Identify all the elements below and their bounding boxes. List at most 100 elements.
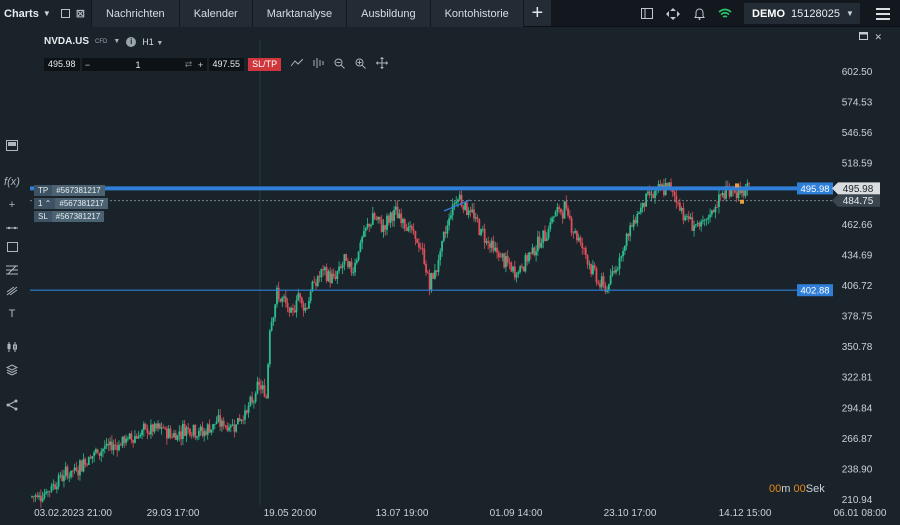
candle-body: [359, 242, 362, 252]
tab-nachrichten[interactable]: Nachrichten: [90, 0, 179, 27]
sltp-button[interactable]: SL/TP: [248, 58, 282, 71]
candle-body: [272, 317, 275, 323]
candle-body: [432, 273, 435, 279]
candle-body: [632, 219, 635, 227]
tp-order-badge[interactable]: TP #567381217: [34, 185, 105, 196]
candle-body: [616, 268, 619, 270]
chart-window-icon[interactable]: [4, 140, 20, 156]
plus-icon[interactable]: +: [197, 59, 204, 70]
pan-icon[interactable]: [376, 57, 389, 72]
line-chart-icon[interactable]: [290, 58, 304, 70]
timeframe-selector[interactable]: H1 ▼: [142, 36, 164, 47]
candle-body: [345, 254, 348, 261]
tab-kalender[interactable]: Kalender: [178, 0, 252, 27]
indicator-icon[interactable]: f(x): [4, 176, 20, 188]
candle-body: [52, 484, 55, 487]
candle-body: [206, 424, 209, 435]
last-candle-marker: [735, 183, 739, 188]
candle-body: [279, 298, 282, 302]
close-icon[interactable]: ⊠: [75, 8, 85, 20]
candle-body: [620, 256, 623, 258]
candle-body: [435, 270, 438, 272]
tab-label: Nachrichten: [105, 7, 165, 20]
candle-body: [570, 218, 573, 233]
sl-order-badge[interactable]: SL #567381217: [34, 211, 105, 222]
candle-body: [316, 276, 319, 286]
candle-body: [650, 194, 653, 196]
candle-body: [382, 225, 385, 233]
y-tick-label: 602.50: [842, 67, 873, 78]
candle-body: [400, 213, 403, 224]
swap-icon[interactable]: ⇄: [184, 59, 193, 69]
candle-body: [552, 216, 555, 218]
fibonacci-icon[interactable]: [4, 264, 20, 280]
candle-body: [521, 266, 523, 268]
position-badge[interactable]: 1 ⌃ #567381217: [34, 198, 108, 209]
minus-icon[interactable]: −: [84, 59, 91, 70]
candle-body: [139, 435, 142, 437]
maximize-icon[interactable]: [859, 32, 869, 43]
zoom-in-icon[interactable]: [355, 58, 366, 72]
candle-body: [151, 424, 154, 432]
candle-body: [659, 183, 662, 188]
candles-icon[interactable]: [313, 58, 324, 71]
candle-body: [714, 207, 717, 213]
candle-body: [611, 270, 614, 276]
candle-body: [205, 431, 207, 435]
move-arrows-icon[interactable]: [660, 0, 686, 27]
volume-stepper[interactable]: − 1 ⇄ +: [81, 58, 207, 71]
candle-body: [691, 217, 694, 231]
candle-body: [265, 396, 268, 399]
text-tool-icon[interactable]: T: [8, 308, 16, 320]
charts-tab-label: Charts: [4, 7, 39, 20]
tab-marktanalyse[interactable]: Marktanalyse: [251, 0, 347, 27]
info-icon[interactable]: i: [126, 36, 137, 47]
order-row: 495.98 − 1 ⇄ + 497.55 SL/TP: [44, 57, 389, 72]
add-tab-button[interactable]: +: [522, 0, 551, 26]
candle-body: [538, 236, 541, 248]
buy-price-button[interactable]: 497.55: [208, 58, 245, 71]
menu-icon[interactable]: [866, 7, 900, 20]
chevron-down-icon[interactable]: ▼: [113, 38, 121, 45]
crosshair-icon[interactable]: +: [8, 199, 16, 211]
chevron-down-icon[interactable]: ▼: [42, 9, 51, 18]
y-tick-label: 574.53: [842, 98, 873, 109]
horizontal-line-icon[interactable]: [4, 220, 20, 236]
candle-body: [313, 281, 316, 283]
close-icon[interactable]: ✕: [874, 32, 882, 42]
candle-body: [325, 267, 328, 281]
candle-body: [370, 224, 372, 227]
candle-body: [554, 211, 557, 217]
candle-body: [82, 458, 85, 472]
candle-body: [503, 253, 506, 268]
share-icon[interactable]: [4, 399, 20, 415]
account-selector[interactable]: DEMO 15128025 ▼: [744, 3, 860, 24]
chart-type-icon[interactable]: [4, 341, 20, 357]
candle-body: [641, 202, 644, 208]
rectangle-icon[interactable]: [4, 241, 20, 257]
bell-icon[interactable]: [686, 0, 712, 27]
candle-body: [480, 229, 482, 236]
candle-body: [210, 429, 213, 433]
charts-tab[interactable]: Charts ▼ ⊠: [0, 0, 91, 27]
tab-kontohistorie[interactable]: Kontohistorie: [429, 0, 523, 27]
symbol-name[interactable]: NVDA.US: [44, 36, 90, 47]
candle-body: [300, 297, 303, 304]
candle-body: [354, 263, 356, 273]
tab-ausbildung[interactable]: Ausbildung: [346, 0, 430, 27]
candle-body: [723, 192, 726, 199]
candle-body: [79, 460, 81, 476]
candle-body: [84, 458, 87, 465]
layout-icon[interactable]: [634, 0, 660, 27]
zoom-out-icon[interactable]: [334, 58, 345, 72]
popout-icon[interactable]: [60, 9, 70, 18]
sell-price-button[interactable]: 495.98: [44, 58, 80, 71]
layers-icon[interactable]: [4, 364, 20, 380]
candle-body: [748, 183, 750, 185]
candle-body: [396, 206, 399, 219]
volume-value[interactable]: 1: [135, 59, 141, 70]
pitchfork-icon[interactable]: [4, 285, 20, 301]
candle-body: [528, 252, 530, 262]
candle-body: [522, 266, 525, 272]
